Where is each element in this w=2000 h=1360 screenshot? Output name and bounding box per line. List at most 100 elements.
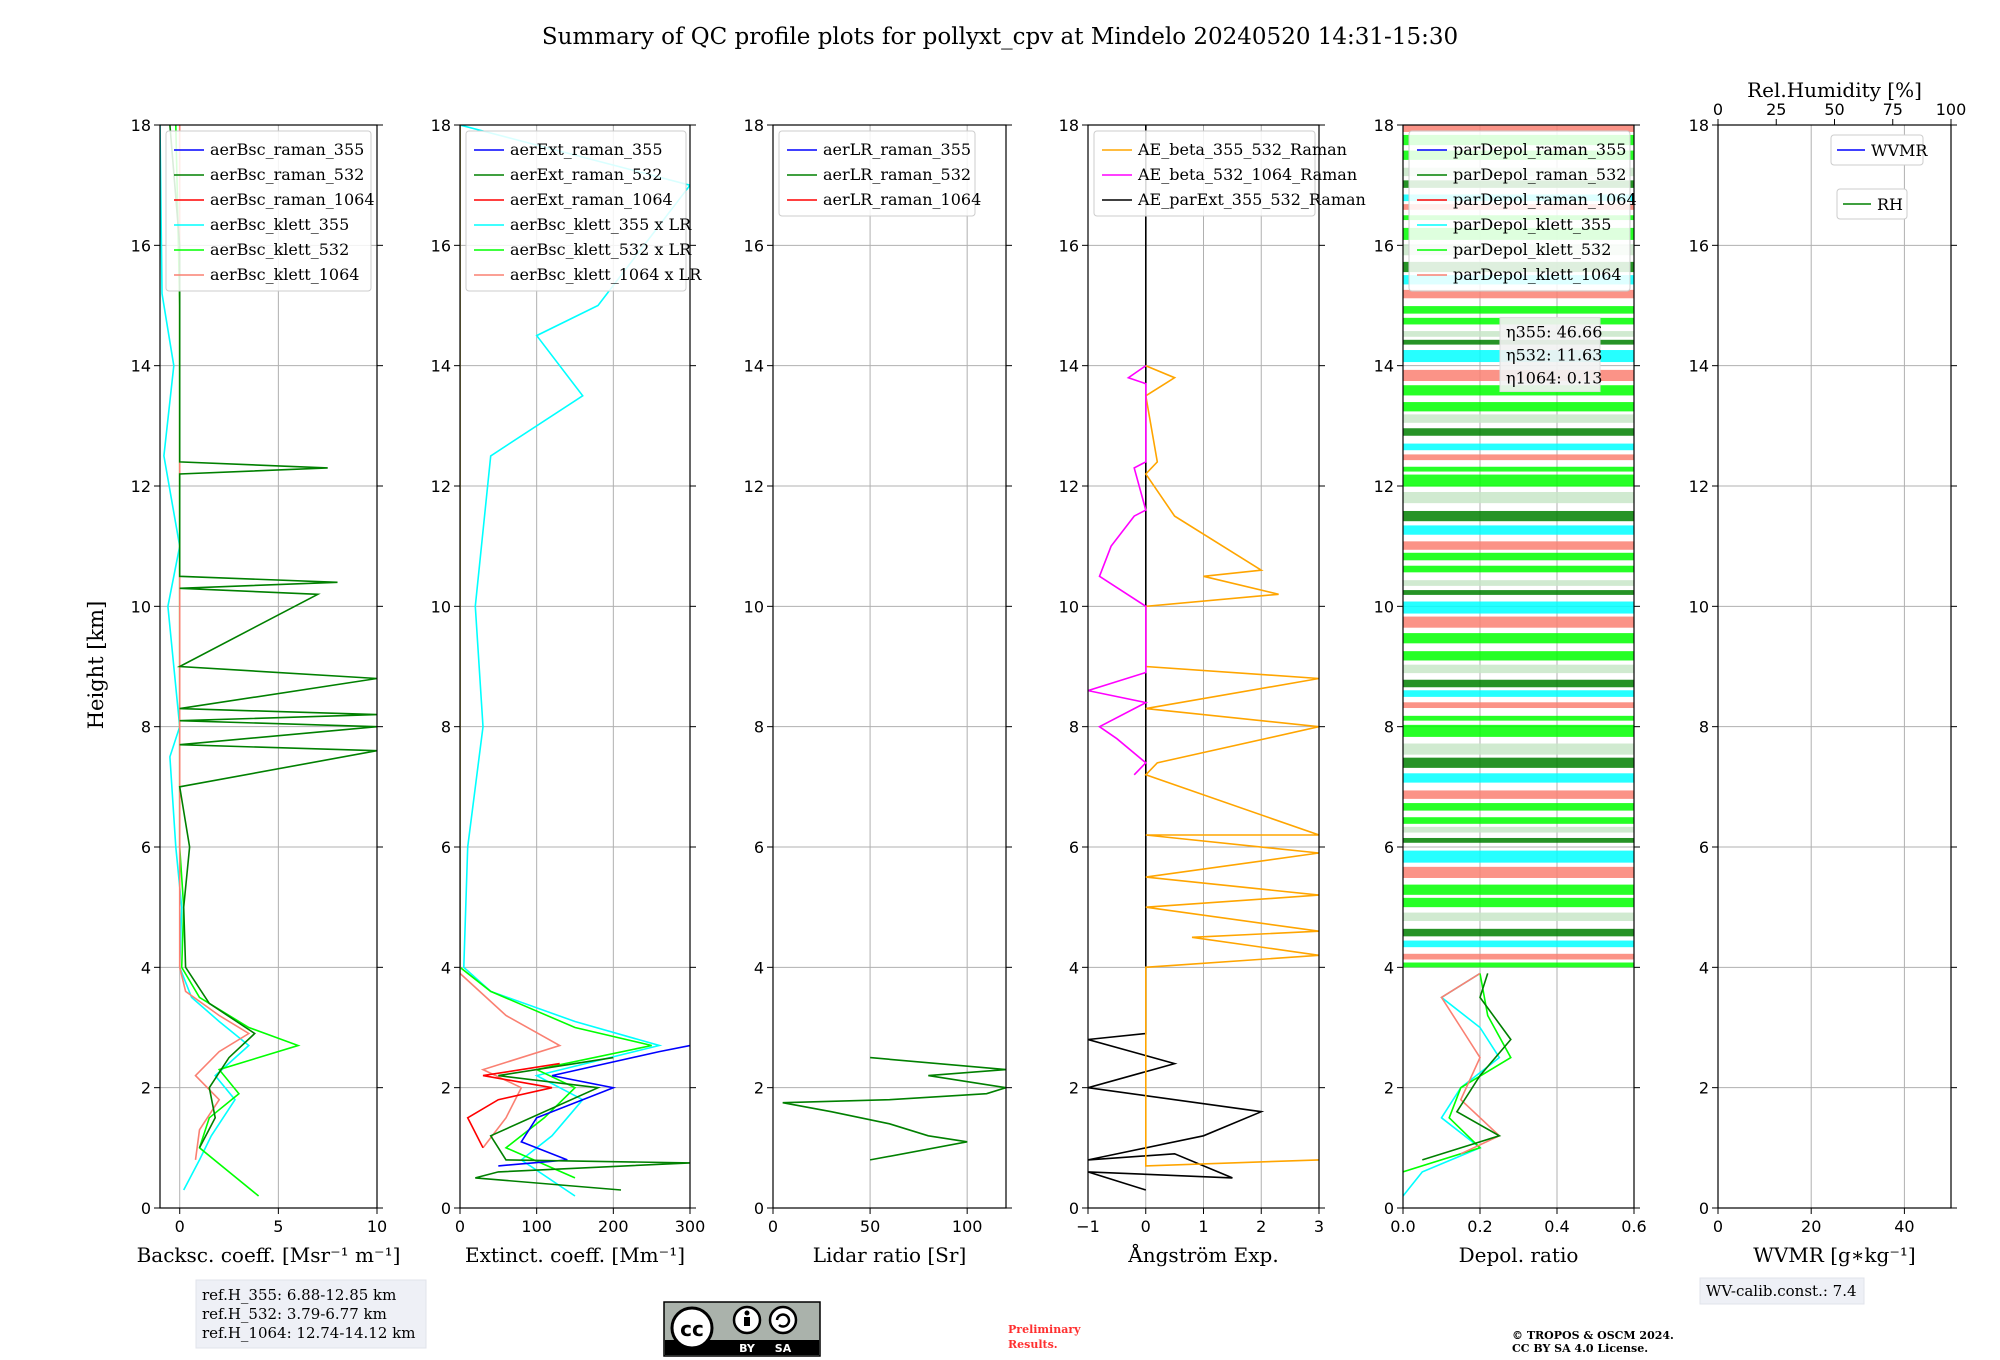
cc-license-badge: cc BY SA xyxy=(663,1301,821,1357)
y-tick-label: 0 xyxy=(141,1199,151,1218)
sa-label: SA xyxy=(775,1342,792,1355)
panel-lidar_ratio: 0 50 100 0 2 4 6 8 10 12 14 16 18 Lidar ratio [Sr] aer… xyxy=(744,116,1012,1267)
series-group xyxy=(1403,972,1512,1197)
axes-frame xyxy=(1402,124,1635,1209)
series-aerExt_raman_1064 xyxy=(466,1062,560,1149)
legend-angstrom: AE_beta_355_532_Raman AE_beta_532_1064_Ra… xyxy=(1093,130,1366,217)
y-tick-label: 12 xyxy=(431,477,451,496)
legend-text: parDepol_raman_355 xyxy=(1453,140,1626,159)
depol-band xyxy=(1403,743,1634,755)
x-tick-label: 0.0 xyxy=(1390,1217,1415,1236)
depol-band xyxy=(1403,651,1634,661)
depol-band xyxy=(1403,565,1634,573)
y-tick-label: 10 xyxy=(744,597,764,616)
y-tick-label: 0 xyxy=(1069,1199,1079,1218)
x-axis-label: Lidar ratio [Sr] xyxy=(813,1243,967,1267)
series-aerExt_raman_355 xyxy=(498,1044,690,1167)
y-tick-label: 12 xyxy=(1059,477,1079,496)
y-tick-label: 18 xyxy=(1689,116,1709,135)
y-tick-label: 6 xyxy=(754,838,764,857)
legend-lidar_ratio: aerLR_raman_355 aerLR_raman_532 aerLR_rama… xyxy=(778,130,981,217)
series-aerBsc_klett_532 x LR xyxy=(460,125,652,1179)
y-tick-label: 16 xyxy=(744,236,764,255)
legend-text: aerBsc_klett_1064 xyxy=(210,265,359,284)
depol-band xyxy=(1403,306,1634,314)
y-tick-label: 6 xyxy=(1069,838,1079,857)
x-tick-label: 5 xyxy=(273,1217,283,1236)
axes-frame xyxy=(772,124,1007,1209)
copyright-line-2: CC BY SA 4.0 License. xyxy=(1512,1342,1648,1355)
y-tick-label: 16 xyxy=(1059,236,1079,255)
legend-text: parDepol_raman_532 xyxy=(1453,165,1626,184)
depol-band xyxy=(1403,601,1634,614)
x-tick-label: 300 xyxy=(675,1217,706,1236)
y-tick-label: 8 xyxy=(1699,718,1709,737)
y-tick-label: 2 xyxy=(754,1079,764,1098)
eta-text: η1064: 0.13 xyxy=(1506,369,1602,388)
reference-height-box: ref.H_355: 6.88-12.85 km ref.H_532: 3.79… xyxy=(195,1279,427,1349)
legend-text: parDepol_klett_1064 xyxy=(1453,265,1622,284)
axes-frame xyxy=(1717,124,1952,1209)
depol-band xyxy=(1403,940,1634,948)
series-aerBsc_klett_1064 xyxy=(178,125,251,1161)
legend-text: aerBsc_klett_1064 x LR xyxy=(510,265,702,284)
panel-wvmr: 0 20 40 0 2 4 6 8 10 12 14 16 18 WVMR [g∗kg⁻¹] 0 25 50 75… xyxy=(1689,78,1967,1267)
y-tick-label: 16 xyxy=(1374,236,1394,255)
panel-extinction: 0 100 200 300 0 2 4 6 8 10 12 14 16 18 Extinct. coeff.… xyxy=(431,116,706,1267)
x-axis-label: WVMR [g∗kg⁻¹] xyxy=(1753,1243,1915,1267)
series-aerBsc_klett_355 x LR xyxy=(460,125,690,1197)
depol-band xyxy=(1403,928,1634,937)
y-tick-label: 4 xyxy=(754,958,764,977)
series-AE_beta_355_532_Raman xyxy=(1144,364,1319,1167)
cc-logo-text: cc xyxy=(680,1317,704,1341)
series-aerLR_raman_532 xyxy=(782,1056,1006,1161)
y-tick-label: 8 xyxy=(754,718,764,737)
legend-text: RH xyxy=(1877,195,1903,214)
legend-backscatter: aerBsc_raman_355 aerBsc_raman_532 aerBsc_r… xyxy=(165,130,375,292)
depol-band xyxy=(1403,724,1634,737)
eta-annotation: η355: 46.66 η532: 11.63 η1064: 0.13 xyxy=(1499,317,1602,393)
x-tick-label: 0 xyxy=(1713,1217,1723,1236)
y-tick-label: 6 xyxy=(441,838,451,857)
legend-text: AE_parExt_355_532_Raman xyxy=(1137,190,1366,209)
depol-band xyxy=(1403,492,1634,504)
y-tick-label: 8 xyxy=(141,718,151,737)
y-tick-label: 0 xyxy=(754,1199,764,1218)
y-tick-label: 2 xyxy=(141,1079,151,1098)
series-parDepol_klett_355 xyxy=(1403,972,1501,1197)
x-tick-label: 0 xyxy=(768,1217,778,1236)
depol-band xyxy=(1403,402,1634,412)
x-axis-label: Extinct. coeff. [Mm⁻¹] xyxy=(465,1243,685,1267)
depol-band xyxy=(1403,790,1634,799)
top-x-tick-label: 25 xyxy=(1766,100,1786,119)
x-tick-label: 0.2 xyxy=(1467,1217,1492,1236)
axes-frame xyxy=(159,124,378,1209)
depol-band xyxy=(1403,474,1634,487)
legend-text: parDepol_klett_355 xyxy=(1453,215,1611,234)
y-tick-label: 10 xyxy=(1059,597,1079,616)
legend-text: aerLR_raman_1064 xyxy=(823,190,981,209)
legend-box xyxy=(165,130,372,292)
y-tick-label: 12 xyxy=(1689,477,1709,496)
axes-frame xyxy=(459,124,691,1209)
y-tick-label: 18 xyxy=(131,116,151,135)
y-tick-label: 12 xyxy=(744,477,764,496)
series-aerBsc_klett_1064 x LR xyxy=(460,125,562,1149)
legend-text: aerExt_raman_532 xyxy=(510,165,663,184)
top-x-axis-label: Rel.Humidity [%] xyxy=(1747,78,1922,102)
y-tick-label: 10 xyxy=(431,597,451,616)
figure-title: Summary of QC profile plots for pollyxt_… xyxy=(542,24,1458,50)
depol-band xyxy=(1403,912,1634,922)
x-tick-label: 1 xyxy=(1198,1217,1208,1236)
y-tick-label: 4 xyxy=(1699,958,1709,977)
depol-band xyxy=(1403,466,1634,472)
series-AE_beta_532_1064_Raman xyxy=(1088,365,1149,776)
legend-RH: RH xyxy=(1836,188,1908,220)
series-group xyxy=(1088,125,1319,1191)
y-tick-label: 10 xyxy=(131,597,151,616)
depol-band xyxy=(1403,757,1634,768)
x-tick-label: 100 xyxy=(521,1217,552,1236)
y-tick-label: 12 xyxy=(131,477,151,496)
x-tick-label: 0.6 xyxy=(1621,1217,1646,1236)
y-tick-label: 18 xyxy=(1374,116,1394,135)
